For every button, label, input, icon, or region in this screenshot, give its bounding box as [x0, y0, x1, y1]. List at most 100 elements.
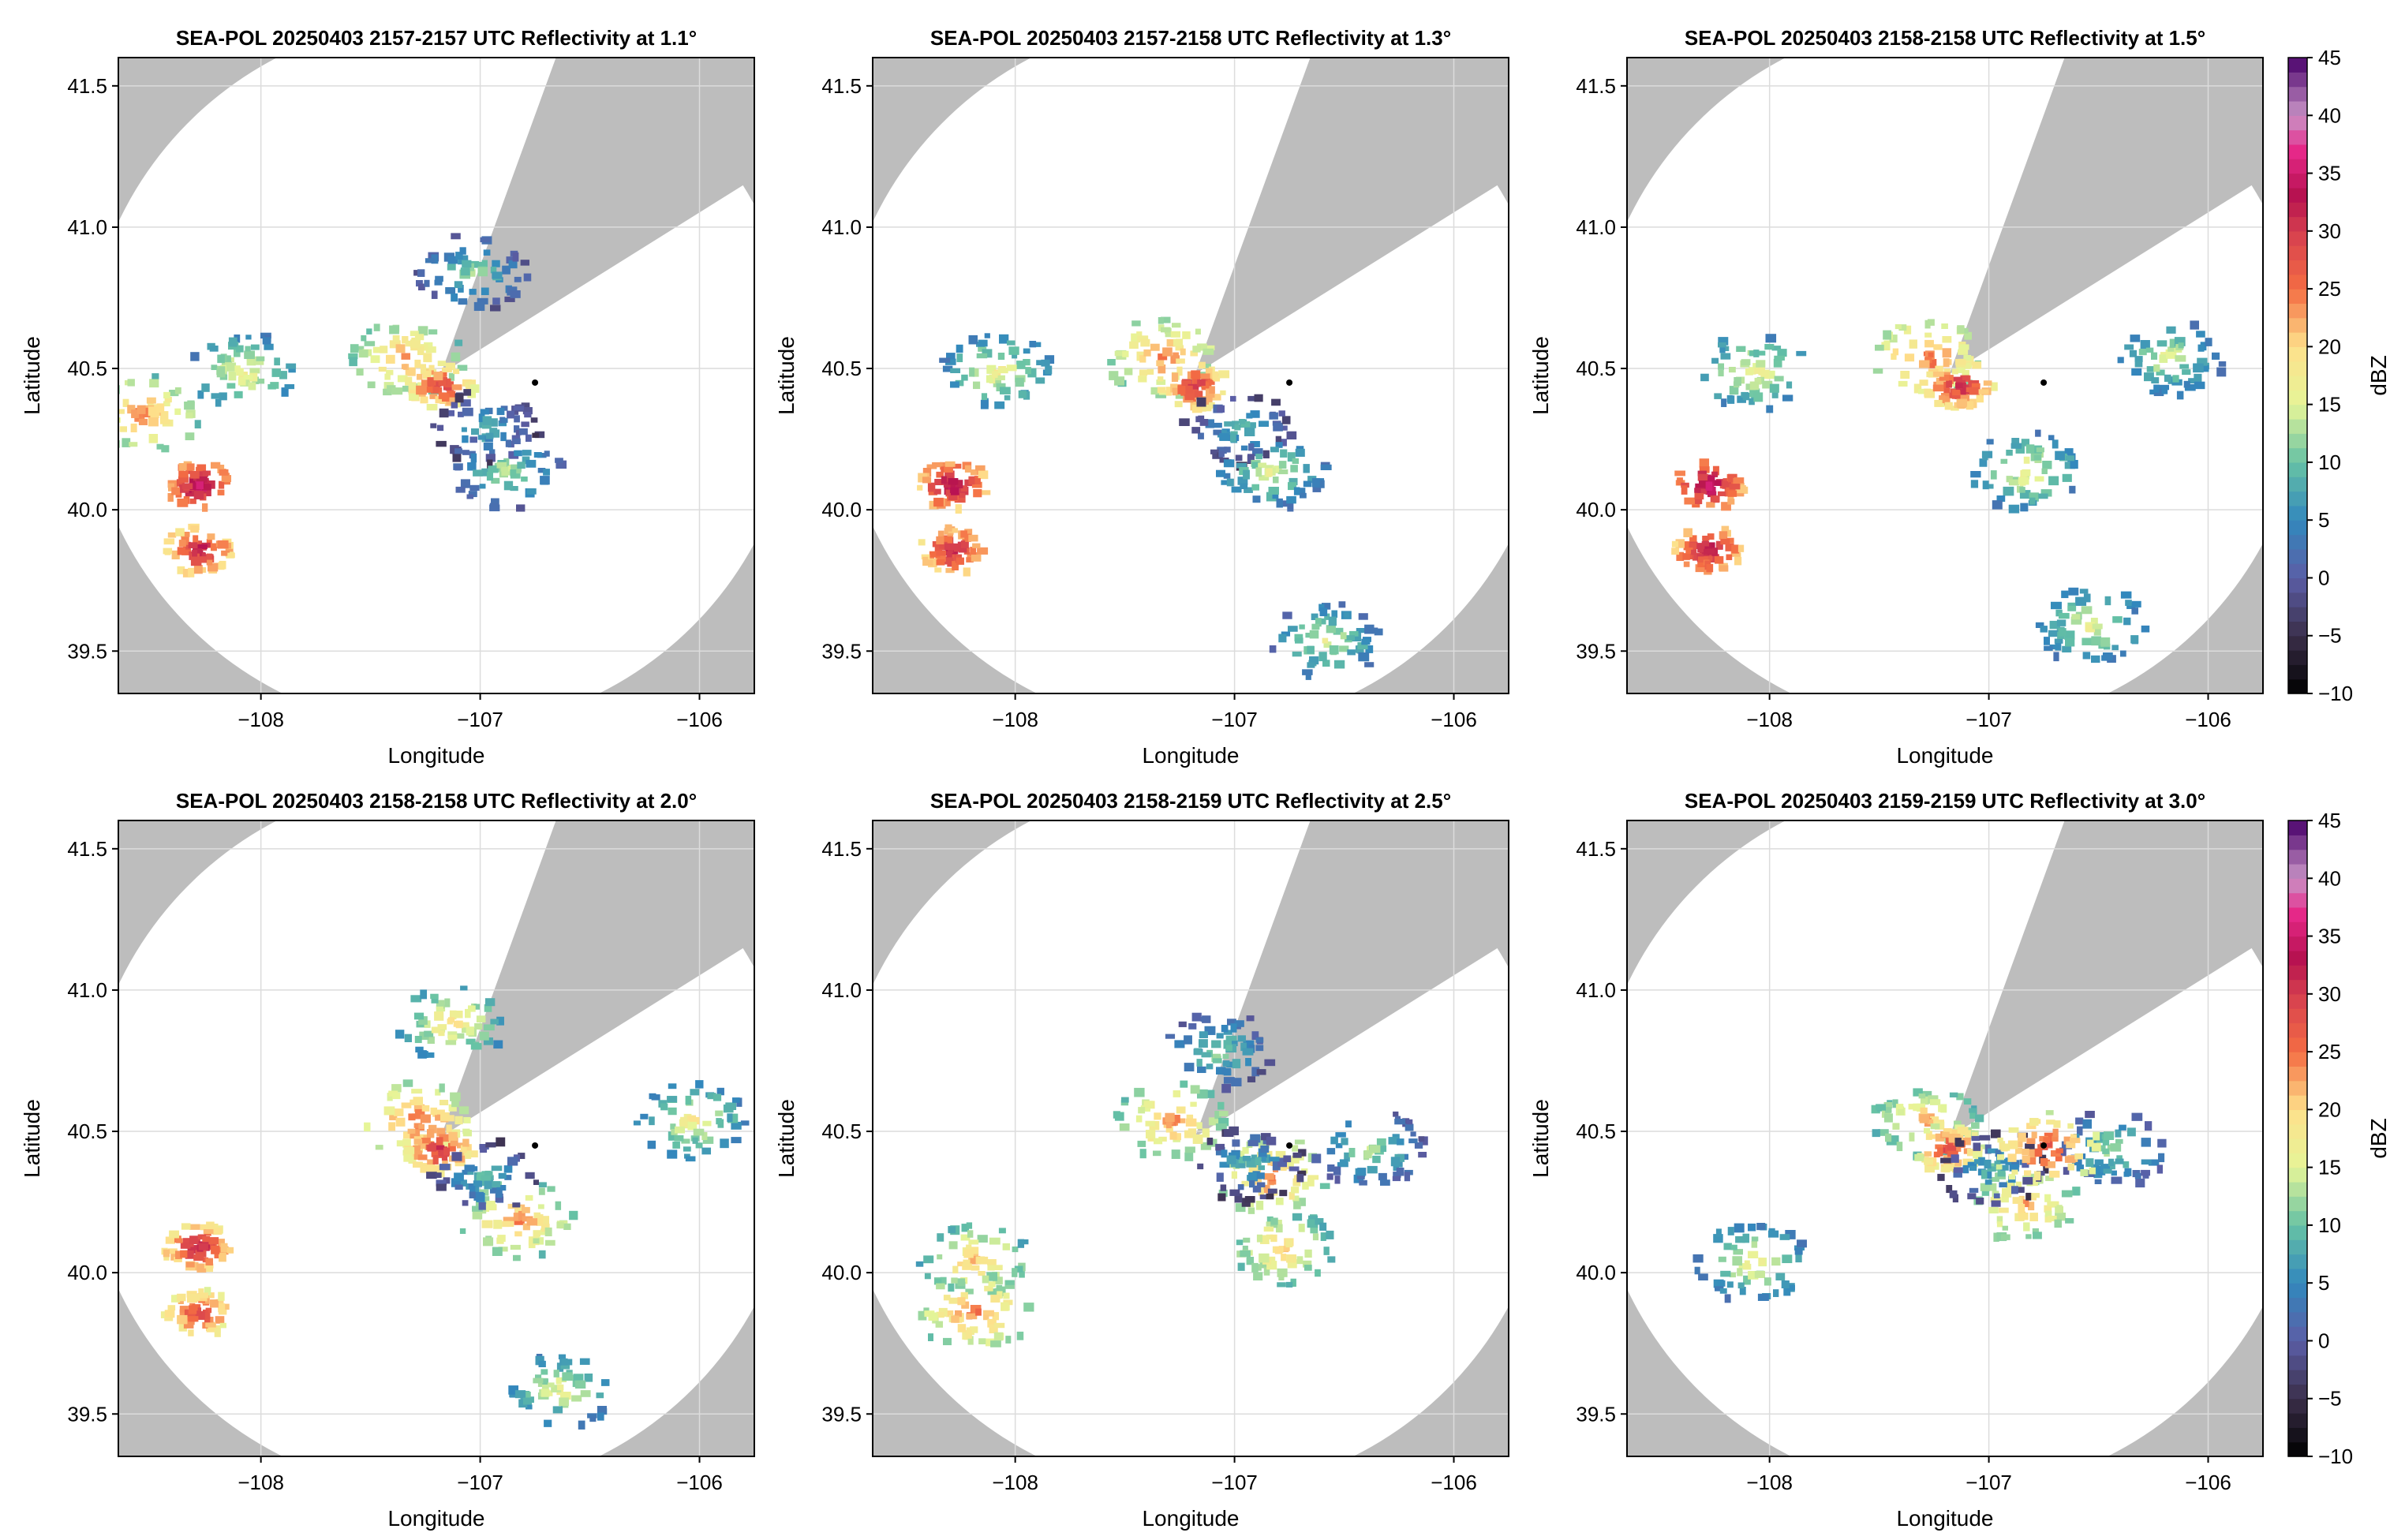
echo-pixel [1292, 651, 1302, 657]
echo-pixel [1259, 1194, 1267, 1200]
echo-pixel [490, 1019, 499, 1025]
echo-pixel [417, 1050, 427, 1059]
colorbar-segment [2288, 202, 2307, 218]
echo-pixel [533, 452, 542, 458]
echo-pixel [2012, 1197, 2022, 1204]
echo-pixel [2049, 620, 2060, 630]
echo-pixel [391, 1084, 402, 1093]
echo-pixel [2026, 1138, 2036, 1145]
echo-pixel [947, 557, 954, 567]
echo-pixel [496, 1137, 506, 1147]
echo-pixel [480, 409, 489, 415]
echo-pixel [415, 1046, 424, 1053]
echo-pixel [1320, 464, 1332, 470]
echo-pixel [1794, 1245, 1805, 1251]
echo-pixel [1139, 355, 1146, 363]
echo-pixel [1158, 1136, 1167, 1142]
echo-pixel [1045, 365, 1053, 375]
colorbar-segment [2288, 1283, 2307, 1299]
echo-cell [408, 361, 480, 411]
echo-pixel [1267, 1159, 1274, 1166]
echo-pixel [960, 485, 968, 492]
echo-pixel [978, 470, 989, 480]
colorbar-segment [2288, 1370, 2307, 1385]
echo-pixel [218, 1303, 226, 1313]
echo-pixel [401, 1102, 412, 1108]
echo-pixel [203, 1309, 209, 1315]
echo-pixel [1269, 1157, 1280, 1162]
colorbar-tick-label: 40 [2318, 866, 2341, 890]
echo-pixel [1290, 465, 1298, 473]
echo-pixel [189, 1293, 200, 1301]
echo-pixel [1255, 454, 1262, 460]
echo-pixel [1176, 366, 1183, 376]
echo-pixel [1258, 1157, 1266, 1162]
echo-pixel [197, 471, 208, 480]
echo-pixel [420, 1165, 428, 1173]
echo-pixel [1764, 344, 1775, 350]
y-tick-label: 40.5 [821, 1119, 862, 1143]
echo-pixel [1255, 1201, 1264, 1210]
echo-pixel [493, 1220, 503, 1229]
echo-pixel [1259, 421, 1270, 427]
echo-pixel [1988, 1176, 1999, 1183]
echo-pixel [1958, 349, 1969, 355]
echo-pixel [667, 1096, 677, 1103]
echo-pixel [597, 1412, 604, 1421]
echo-pixel [1339, 645, 1349, 652]
echo-pixel [1946, 380, 1952, 388]
echo-pixel [481, 1175, 492, 1181]
echo-pixel [1298, 1149, 1307, 1157]
echo-pixel [421, 1105, 430, 1112]
echo-pixel [1269, 1179, 1277, 1185]
colorbar-tick-label: 15 [2318, 1156, 2341, 1179]
echo-pixel [2151, 352, 2158, 360]
echo-pixel [93, 406, 99, 411]
echo-pixel [436, 440, 447, 447]
echo-pixel [1339, 1159, 1348, 1167]
echo-pixel [1318, 604, 1325, 611]
echo-pixel [442, 1164, 449, 1171]
echo-pixel [127, 405, 136, 414]
echo-pixel [2156, 369, 2165, 376]
colorbar-segment [2288, 159, 2307, 174]
echo-pixel [2044, 1205, 2052, 1213]
echo-pixel [2070, 1134, 2078, 1141]
colorbar-segment [2288, 1196, 2307, 1212]
echo-pixel [1311, 1153, 1322, 1164]
echo-pixel [522, 450, 532, 456]
echo-pixel [1305, 671, 1311, 680]
colorbar-segment [2288, 144, 2307, 159]
echo-pixel [1380, 1146, 1387, 1153]
colorbar-segment [2288, 1311, 2307, 1327]
echo-pixel [2134, 356, 2143, 362]
echo-pixel [418, 283, 425, 291]
echo-pixel [211, 393, 221, 399]
echo-pixel [522, 1206, 530, 1213]
echo-pixel [428, 329, 438, 335]
echo-pixel [196, 476, 208, 483]
echo-pixel [685, 1095, 692, 1105]
echo-pixel [1394, 1116, 1401, 1122]
echo-pixel [1756, 350, 1766, 356]
y-tick-label: 40.5 [67, 1119, 107, 1143]
echo-pixel [2182, 369, 2191, 376]
echo-pixel [1876, 1104, 1887, 1111]
echo-pixel [426, 1172, 437, 1179]
echo-pixel [2089, 1167, 2096, 1175]
echo-pixel [413, 1123, 422, 1128]
echo-pixel [473, 1191, 484, 1201]
echo-pixel [2153, 384, 2160, 393]
echo-pixel [169, 390, 179, 397]
echo-pixel [416, 280, 423, 287]
echo-pixel [526, 1404, 533, 1410]
echo-pixel [1319, 1222, 1327, 1231]
echo-pixel [194, 420, 201, 429]
echo-pixel [1691, 549, 1697, 555]
echo-pixel [1213, 429, 1222, 435]
echo-pixel [505, 464, 514, 472]
echo-pixel [982, 1275, 989, 1284]
echo-pixel [1170, 331, 1180, 338]
echo-pixel [185, 412, 193, 419]
echo-pixel [477, 435, 486, 440]
